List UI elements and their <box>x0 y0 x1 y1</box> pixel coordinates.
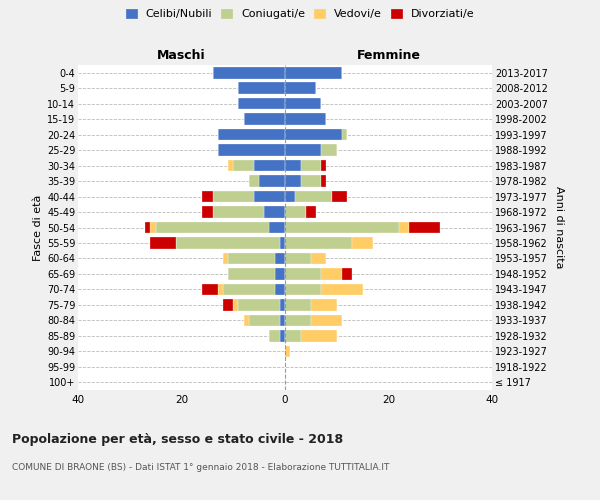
Bar <box>212 206 265 218</box>
Bar <box>218 284 223 295</box>
Bar <box>285 268 321 280</box>
Bar <box>218 129 285 140</box>
Bar <box>202 190 212 202</box>
Bar <box>311 299 337 310</box>
Bar <box>285 114 326 125</box>
Bar <box>285 299 311 310</box>
Bar <box>254 190 285 202</box>
Bar <box>285 190 295 202</box>
Bar <box>311 314 342 326</box>
Text: Maschi: Maschi <box>157 49 206 62</box>
Bar <box>155 222 269 234</box>
Bar <box>249 314 280 326</box>
Bar <box>332 190 347 202</box>
Bar <box>342 268 352 280</box>
Bar <box>285 160 301 172</box>
Text: Femmine: Femmine <box>356 49 421 62</box>
Bar <box>285 237 352 249</box>
Bar <box>212 67 285 78</box>
Bar <box>249 176 259 187</box>
Bar <box>265 206 285 218</box>
Y-axis label: Fasce di età: Fasce di età <box>32 194 43 260</box>
Bar <box>238 82 285 94</box>
Bar <box>280 299 285 310</box>
Bar <box>269 330 280 342</box>
Bar <box>285 206 306 218</box>
Bar <box>238 98 285 110</box>
Bar <box>280 330 285 342</box>
Bar <box>176 237 280 249</box>
Bar <box>259 176 285 187</box>
Bar <box>233 160 254 172</box>
Bar <box>311 252 326 264</box>
Bar <box>212 190 254 202</box>
Bar <box>285 82 316 94</box>
Bar <box>342 129 347 140</box>
Bar <box>399 222 409 234</box>
Bar <box>244 314 249 326</box>
Y-axis label: Anni di nascita: Anni di nascita <box>554 186 565 269</box>
Bar <box>275 284 285 295</box>
Bar <box>409 222 440 234</box>
Bar <box>321 268 342 280</box>
Text: Popolazione per età, sesso e stato civile - 2018: Popolazione per età, sesso e stato civil… <box>12 432 343 446</box>
Bar <box>301 176 321 187</box>
Bar <box>151 237 176 249</box>
Bar <box>228 160 233 172</box>
Bar <box>285 144 321 156</box>
Legend: Celibi/Nubili, Coniugati/e, Vedovi/e, Divorziati/e: Celibi/Nubili, Coniugati/e, Vedovi/e, Di… <box>122 6 478 22</box>
Bar <box>321 284 362 295</box>
Text: COMUNE DI BRAONE (BS) - Dati ISTAT 1° gennaio 2018 - Elaborazione TUTTITALIA.IT: COMUNE DI BRAONE (BS) - Dati ISTAT 1° ge… <box>12 462 389 471</box>
Bar <box>275 252 285 264</box>
Bar <box>321 144 337 156</box>
Bar <box>285 252 311 264</box>
Bar <box>223 284 275 295</box>
Bar <box>228 268 275 280</box>
Bar <box>295 190 332 202</box>
Bar <box>285 176 301 187</box>
Bar <box>301 330 337 342</box>
Bar <box>321 160 326 172</box>
Bar <box>223 252 228 264</box>
Bar <box>151 222 155 234</box>
Bar <box>285 67 342 78</box>
Bar <box>306 206 316 218</box>
Bar <box>275 268 285 280</box>
Bar <box>228 252 275 264</box>
Bar <box>223 299 233 310</box>
Bar <box>285 346 290 357</box>
Bar <box>352 237 373 249</box>
Bar <box>202 284 218 295</box>
Bar <box>280 314 285 326</box>
Bar <box>285 284 321 295</box>
Bar <box>238 299 280 310</box>
Bar <box>285 314 311 326</box>
Bar <box>218 144 285 156</box>
Bar <box>254 160 285 172</box>
Bar <box>285 222 399 234</box>
Bar <box>285 98 321 110</box>
Bar <box>301 160 321 172</box>
Bar <box>269 222 285 234</box>
Bar <box>233 299 238 310</box>
Bar <box>280 237 285 249</box>
Bar <box>285 129 342 140</box>
Bar <box>202 206 212 218</box>
Bar <box>244 114 285 125</box>
Bar <box>285 330 301 342</box>
Bar <box>321 176 326 187</box>
Bar <box>145 222 151 234</box>
